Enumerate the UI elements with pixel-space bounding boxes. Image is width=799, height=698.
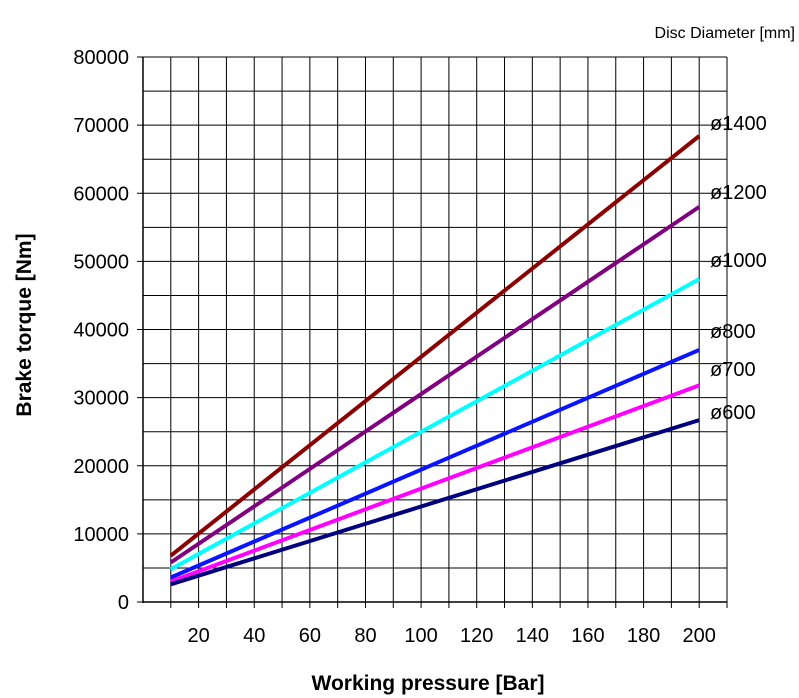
- series-line: [170, 348, 700, 580]
- x-tick-label: 20: [187, 625, 209, 647]
- y-tick-label: 40000: [73, 320, 129, 342]
- y-axis-title: Brake torque [Nm]: [13, 233, 36, 416]
- series-line: [170, 383, 700, 584]
- series-label: ø1200: [710, 182, 767, 204]
- legend-title: Disc Diameter [mm]: [655, 25, 795, 42]
- y-tick-label: 0: [118, 592, 129, 614]
- plot-axes: [137, 56, 728, 608]
- x-axis-title: Working pressure [Bar]: [312, 672, 545, 695]
- series-label: ø800: [710, 321, 756, 343]
- series-label: ø1400: [710, 113, 767, 135]
- series-lines: [169, 134, 701, 587]
- series-line: [169, 205, 701, 565]
- y-tick-label: 20000: [73, 456, 129, 478]
- x-tick-label: 80: [354, 625, 376, 647]
- series-label: ø1000: [710, 250, 767, 272]
- y-tick-label: 60000: [73, 183, 129, 205]
- x-tick-label: 120: [460, 625, 493, 647]
- series-line: [169, 277, 701, 572]
- y-tick-label: 70000: [73, 115, 129, 137]
- x-tick-label: 60: [299, 625, 321, 647]
- x-tick-label: 200: [683, 625, 716, 647]
- x-tick-label: 40: [243, 625, 265, 647]
- y-tick-label: 10000: [73, 524, 129, 546]
- x-tick-label: 160: [571, 625, 604, 647]
- y-tick-label: 80000: [73, 47, 129, 69]
- tick-labels: 0 10000 20000 30000 40000 50000 60000 70000 8000…: [73, 47, 716, 647]
- series-label: ø700: [710, 359, 756, 381]
- series-line: [170, 418, 700, 587]
- series-labels: ø1400 ø1200 ø1000 ø800 ø700 ø600: [710, 113, 767, 424]
- x-tick-label: 180: [627, 625, 660, 647]
- series-label: ø600: [710, 402, 756, 424]
- x-tick-label: 100: [404, 625, 437, 647]
- y-tick-label: 50000: [73, 251, 129, 273]
- x-tick-label: 140: [516, 625, 549, 647]
- series-line: [169, 134, 701, 558]
- y-tick-label: 30000: [73, 388, 129, 410]
- plot-grid: [143, 56, 727, 602]
